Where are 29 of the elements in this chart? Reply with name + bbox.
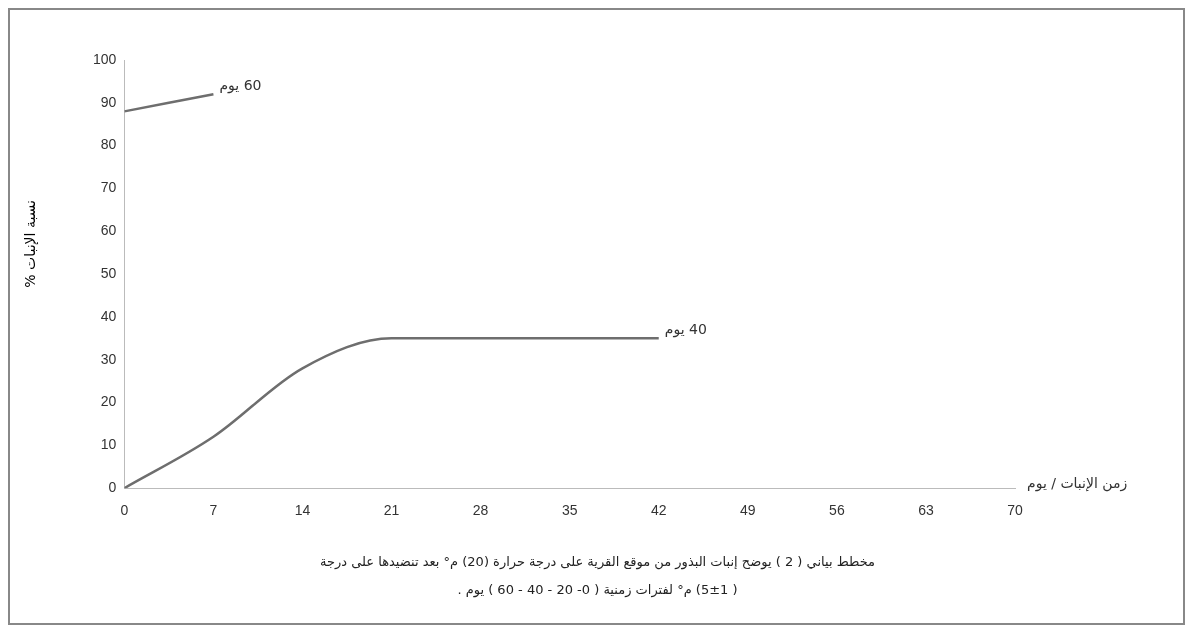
x-tick-label: 70 <box>1007 502 1023 519</box>
series-label: 60 يوم <box>219 76 262 94</box>
y-tick-label: 70 <box>100 179 117 196</box>
y-tick-label: 10 <box>100 436 117 453</box>
x-tick-label: 49 <box>740 502 756 519</box>
x-tick-label: 63 <box>918 502 934 519</box>
x-tick-label: 7 <box>209 502 218 519</box>
y-tick-label: 60 <box>100 222 117 239</box>
x-tick-label: 0 <box>120 502 129 519</box>
y-tick-label: 100 <box>93 50 117 67</box>
y-tick-label: 0 <box>108 479 117 496</box>
x-tick-label: 28 <box>472 502 489 519</box>
x-tick-label: 35 <box>561 502 578 519</box>
y-tick-label: 50 <box>100 264 117 281</box>
y-tick-label: 80 <box>100 136 117 153</box>
text: مخطط بياني ( 2 ) يوضح إنبات البذور من موقع القرية على درجة حرارة (20) م° بعد تنضيدها على درجة <box>319 553 876 572</box>
series-label: 40 يوم <box>664 320 707 338</box>
line-series <box>124 337 660 489</box>
y-tick-label: 20 <box>100 393 117 410</box>
y-axis-title: نسبة الإنبات % <box>22 200 38 288</box>
text: ( 5±1) م° لفترات زمنية ( 0- 20 - 40 - 60 ) يوم . <box>456 581 739 600</box>
x-tick-label: 14 <box>294 502 311 519</box>
y-tick-label: 90 <box>100 93 117 110</box>
y-tick-label: 40 <box>100 307 117 324</box>
x-axis-title: زمن الإنبات / يوم <box>1027 474 1128 492</box>
y-tick-label: 30 <box>100 350 117 367</box>
x-tick-label: 21 <box>383 502 400 519</box>
x-tick-label: 56 <box>829 502 845 519</box>
x-tick-label: 42 <box>650 502 667 519</box>
